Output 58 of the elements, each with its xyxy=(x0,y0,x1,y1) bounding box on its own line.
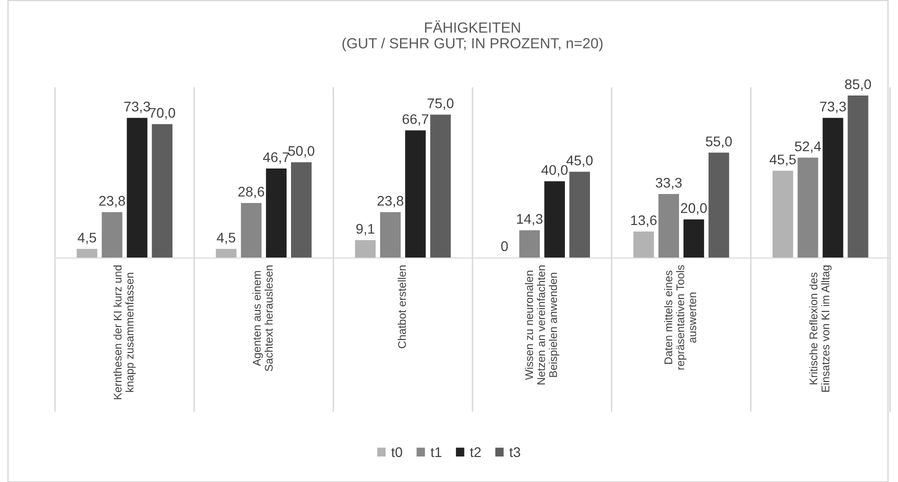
legend-label: t1 xyxy=(430,447,442,458)
bar xyxy=(126,118,148,258)
data-label: 28,6 xyxy=(238,186,264,198)
bar xyxy=(216,248,236,258)
x-tick-label: Wissen zu neuronalen Netzen an vereinfachten Beispielen anwenden xyxy=(524,266,560,384)
data-label: 14,3 xyxy=(517,214,542,226)
bar xyxy=(266,168,287,258)
data-label: 55,0 xyxy=(706,136,732,148)
data-label: 50,0 xyxy=(288,146,314,158)
bar xyxy=(848,96,868,258)
bar xyxy=(76,248,98,258)
data-label: 13,6 xyxy=(631,215,657,227)
bar xyxy=(240,202,262,258)
bar xyxy=(291,162,312,258)
data-label: 4,5 xyxy=(78,232,96,244)
data-label: 23,8 xyxy=(378,196,404,208)
bar xyxy=(772,170,794,258)
x-tick-label: Daten mittels eines repräsentativen Tools auswerten xyxy=(664,265,696,370)
bar xyxy=(569,172,590,258)
bar xyxy=(405,130,426,258)
bar xyxy=(380,212,401,258)
data-label: 70,0 xyxy=(149,108,176,120)
x-tick-label: Kritische Reflexion des Einsatzes von KI im Alltag xyxy=(809,266,832,392)
data-label: 66,7 xyxy=(402,114,428,126)
bar xyxy=(519,230,540,258)
data-label: 23,8 xyxy=(99,196,125,208)
data-label: 52,4 xyxy=(794,141,821,153)
data-label: 75,0 xyxy=(428,98,454,110)
legend-label: t0 xyxy=(391,447,402,458)
legend-label: t3 xyxy=(509,447,520,458)
x-tick-label: Chatbot erstellen xyxy=(398,266,406,348)
data-label: 33,3 xyxy=(656,178,682,190)
bar xyxy=(544,181,565,258)
chart-title: FÄHIGKEITEN (GUT / SEHR GUT; IN PROZENT, n=20) xyxy=(342,20,603,52)
x-tick-label: Agenten aus einem Sachtext herauslesen xyxy=(252,266,273,372)
bar xyxy=(355,240,376,258)
data-label: 9,1 xyxy=(356,224,374,236)
data-label: 40,0 xyxy=(541,165,568,177)
bar xyxy=(152,124,172,258)
x-tick-label: Kernthesen der KI kurz und knapp zusammenfassen xyxy=(113,266,136,400)
data-label: 4,5 xyxy=(216,232,236,244)
bar xyxy=(430,114,451,258)
legend-label: t2 xyxy=(470,447,481,458)
bar xyxy=(102,212,122,258)
data-label: 20,0 xyxy=(680,203,707,215)
data-label: 85,0 xyxy=(845,79,871,91)
bar xyxy=(822,118,844,258)
data-label: 45,5 xyxy=(770,154,796,166)
data-label: 73,3 xyxy=(820,102,846,114)
data-label: 46,7 xyxy=(263,152,290,164)
data-label: 45,0 xyxy=(566,156,593,168)
data-label: 73,3 xyxy=(124,102,150,114)
bar xyxy=(683,219,704,258)
bar xyxy=(633,232,654,258)
bar xyxy=(658,194,680,258)
data-label: 0 xyxy=(501,241,508,252)
bar xyxy=(798,158,818,258)
bar xyxy=(708,152,730,258)
